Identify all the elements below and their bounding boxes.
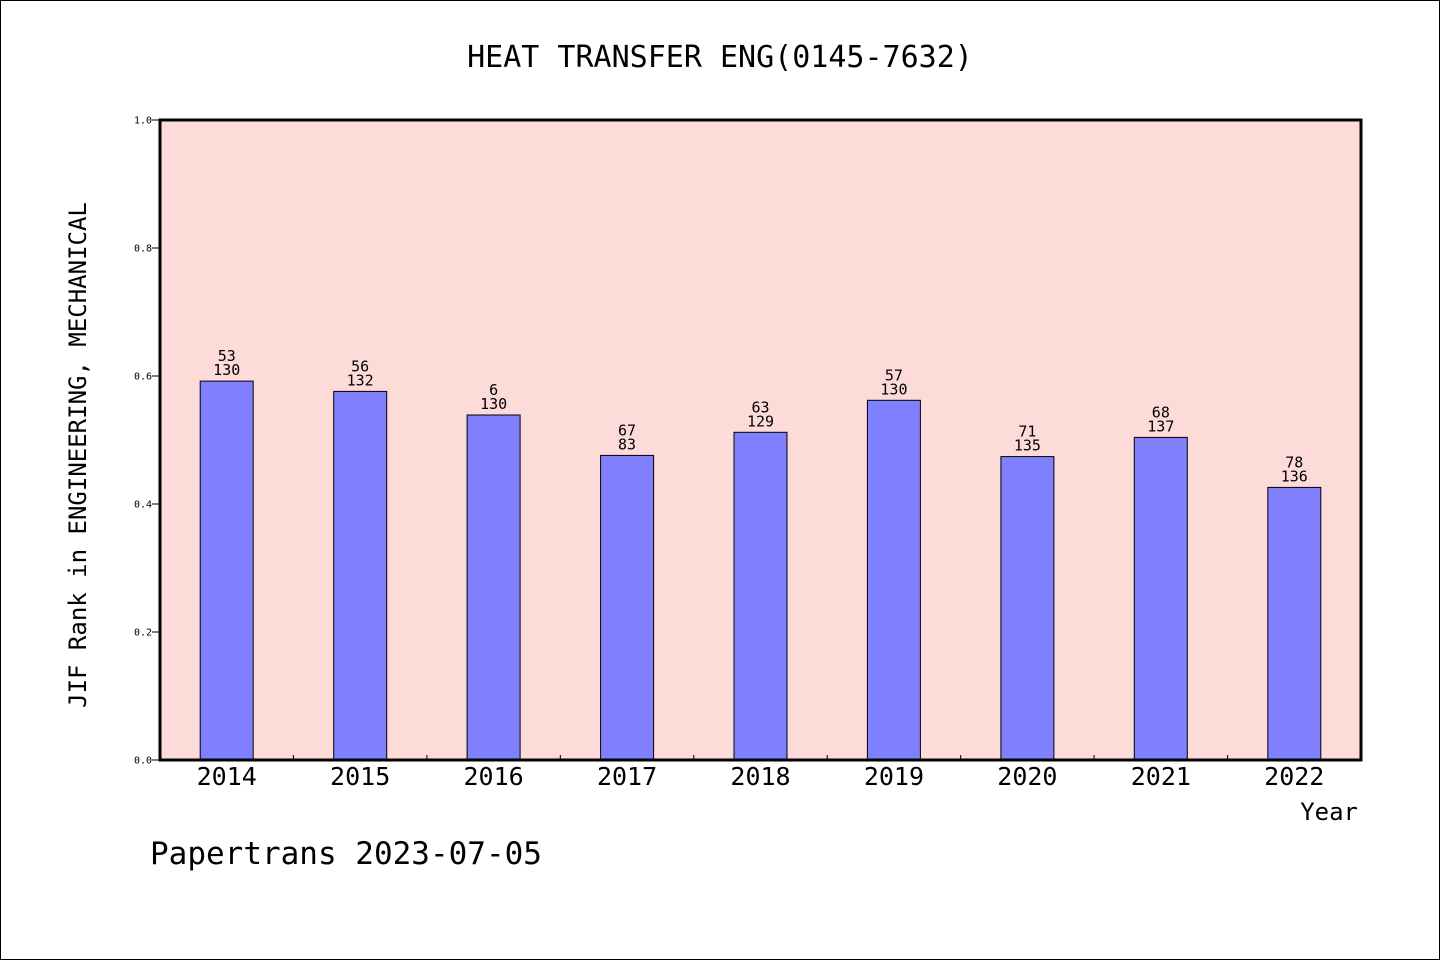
bar-label-top-2020: 71 <box>1018 423 1036 441</box>
x-tick-label-2014: 2014 <box>197 762 257 791</box>
bar-2015 <box>333 390 388 761</box>
bar-label-top-2019: 57 <box>885 366 903 384</box>
y-ticks: 0.0 0.2 0.4 0.6 0.8 1.0 <box>134 116 160 767</box>
bar-label-bottom-2018: 129 <box>747 412 774 430</box>
bar-label-bottom-2017: 83 <box>618 435 636 453</box>
bar-label-top-2016: 6 <box>489 381 498 399</box>
y-tick-label-0.8: 0.8 <box>134 244 152 255</box>
bar-label-bottom-2015: 132 <box>347 371 374 389</box>
bar-2022 <box>1267 486 1322 761</box>
bar-label-bottom-2020: 135 <box>1014 437 1041 455</box>
x-axis-label: Year <box>1300 798 1358 826</box>
footer-text: Papertrans 2023-07-05 <box>150 836 542 872</box>
plot-border <box>158 118 1363 762</box>
bars <box>199 380 1322 761</box>
bar-label-bottom-2019: 130 <box>880 380 907 398</box>
bar-label-bottom-2022: 136 <box>1281 467 1308 485</box>
x-tick-label-2015: 2015 <box>330 762 390 791</box>
x-tick-label-2020: 2020 <box>997 762 1057 791</box>
bar-label-top-2014: 53 <box>218 347 236 365</box>
bar-label-bottom-2016: 130 <box>480 395 507 413</box>
x-tick-label-2022: 2022 <box>1264 762 1324 791</box>
bar-label-bottom-2014: 130 <box>213 361 240 379</box>
x-tick-label-2017: 2017 <box>597 762 657 791</box>
y-axis-label: JIF Rank in ENGINEERING, MECHANICAL <box>64 202 92 708</box>
bar-label-bottom-2021: 137 <box>1147 417 1174 435</box>
x-tick-label-2018: 2018 <box>730 762 790 791</box>
bar-2016 <box>466 414 521 761</box>
bar-label-top-2017: 67 <box>618 421 636 439</box>
bar-label-top-2022: 78 <box>1285 453 1303 471</box>
bar-2017 <box>600 454 655 761</box>
y-tick-label-0.6: 0.6 <box>134 372 152 383</box>
bar-2019 <box>866 399 921 761</box>
chart-title: HEAT TRANSFER ENG(0145-7632) <box>467 40 973 75</box>
x-tick-label-2021: 2021 <box>1131 762 1191 791</box>
bar-label-top-2018: 63 <box>751 398 769 416</box>
bar-2021 <box>1133 436 1188 761</box>
bar-2018 <box>733 431 788 761</box>
y-tick-label-0.2: 0.2 <box>134 628 152 639</box>
bar-label-top-2015: 56 <box>351 357 369 375</box>
bar-2020 <box>1000 456 1055 761</box>
y-tick-label-0.4: 0.4 <box>134 500 152 511</box>
y-tick-label-1.0: 1.0 <box>134 116 152 127</box>
bar-2014 <box>199 380 254 761</box>
y-tick-label-0.0: 0.0 <box>134 756 152 767</box>
bar-label-top-2021: 68 <box>1152 403 1170 421</box>
x-ticks: 2014 2015 2016 2017 2018 2019 2020 2021 2022 <box>197 755 1324 791</box>
x-tick-label-2016: 2016 <box>464 762 524 791</box>
x-tick-label-2019: 2019 <box>864 762 924 791</box>
